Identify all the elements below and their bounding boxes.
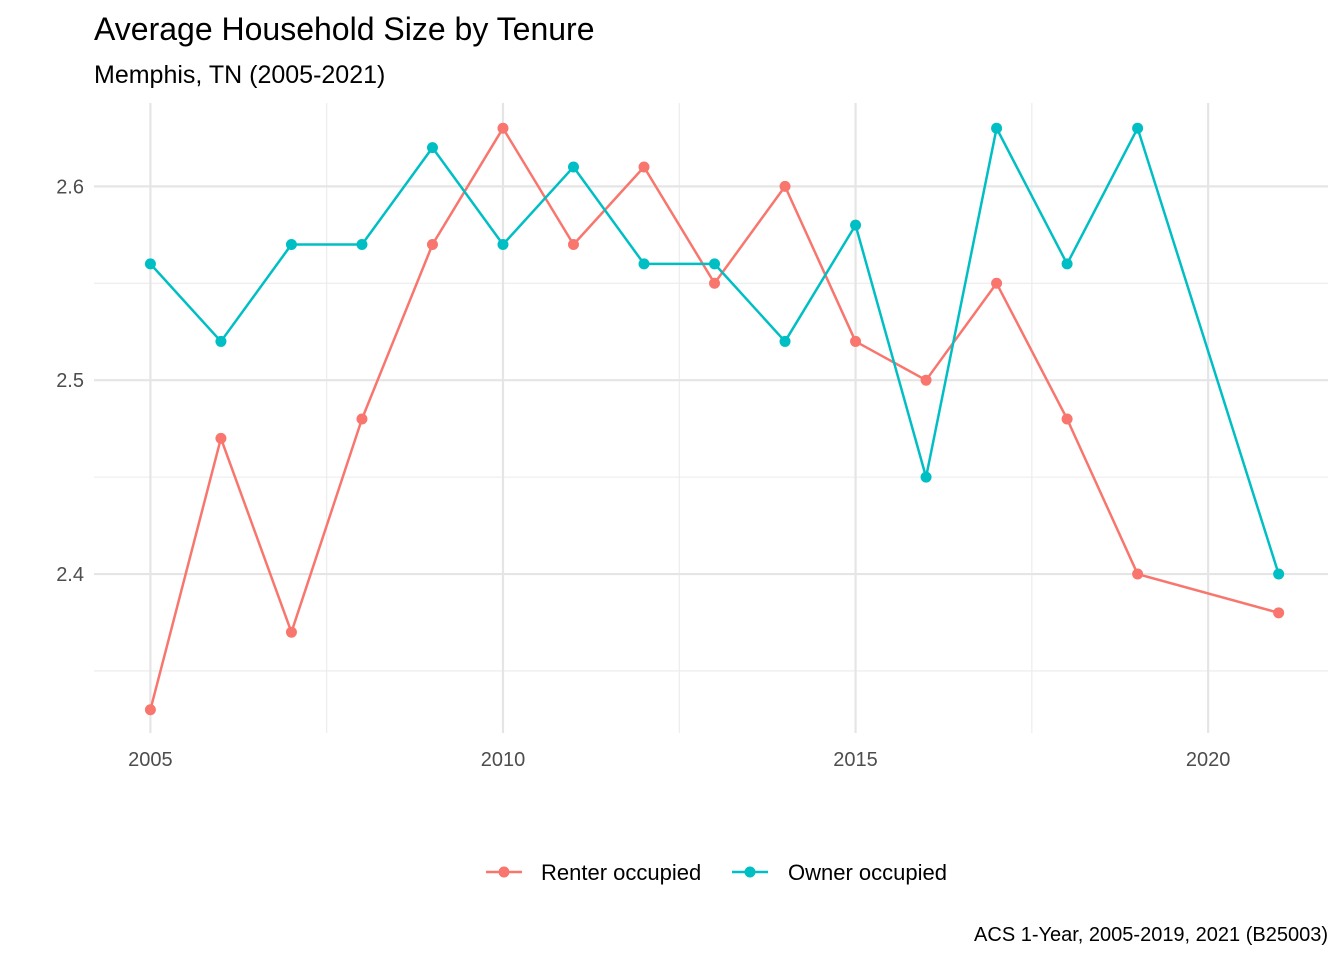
series-lines — [144, 122, 1285, 716]
legend-label-renter: Renter occupied — [541, 860, 701, 885]
data-point-owner — [850, 219, 862, 231]
data-point-owner — [1132, 122, 1144, 134]
data-point-owner — [920, 471, 932, 483]
data-point-owner — [356, 239, 368, 251]
data-point-renter — [285, 626, 297, 638]
data-point-owner — [567, 161, 579, 173]
data-point-owner — [426, 142, 438, 154]
y-tick-label: 2.5 — [56, 370, 84, 392]
x-tick-label: 2020 — [1186, 749, 1231, 771]
data-point-renter — [426, 239, 438, 251]
data-point-renter — [144, 704, 156, 716]
data-point-renter — [850, 335, 862, 347]
data-point-owner — [285, 239, 297, 251]
data-point-renter — [215, 432, 227, 444]
series-renter — [144, 122, 1285, 716]
data-point-renter — [638, 161, 650, 173]
x-tick-label: 2010 — [481, 749, 526, 771]
legend: Renter occupied Owner occupied — [486, 860, 947, 885]
chart-title: Average Household Size by Tenure — [94, 11, 594, 47]
data-point-owner — [497, 239, 509, 251]
data-point-owner — [1273, 568, 1285, 580]
legend-key-point-renter — [498, 866, 510, 878]
data-point-renter — [709, 277, 721, 289]
legend-label-owner: Owner occupied — [788, 860, 947, 885]
series-line-renter — [149, 126, 1279, 711]
series-owner — [144, 122, 1285, 580]
data-point-owner — [779, 335, 791, 347]
data-point-renter — [567, 239, 579, 251]
data-point-renter — [1132, 568, 1144, 580]
data-point-renter — [779, 180, 791, 192]
data-point-renter — [920, 374, 932, 386]
data-point-owner — [215, 335, 227, 347]
data-point-owner — [144, 258, 156, 270]
x-tick-label: 2015 — [833, 749, 878, 771]
legend-item-owner: Owner occupied — [732, 860, 947, 885]
data-point-renter — [497, 122, 509, 134]
data-point-owner — [638, 258, 650, 270]
x-tick-label: 2005 — [128, 749, 173, 771]
data-point-renter — [1273, 607, 1285, 619]
data-point-owner — [991, 122, 1003, 134]
data-point-renter — [356, 413, 368, 425]
data-point-renter — [1061, 413, 1073, 425]
chart-subtitle: Memphis, TN (2005-2021) — [94, 61, 385, 89]
axis-tick-labels: 2005 2010 2015 2020 2.4 2.5 2.6 — [56, 176, 1230, 771]
legend-key-point-owner — [744, 866, 756, 878]
legend-item-renter: Renter occupied — [486, 860, 701, 885]
grid-lines — [94, 103, 1328, 733]
y-tick-label: 2.4 — [56, 564, 84, 586]
data-point-owner — [1061, 258, 1073, 270]
y-tick-label: 2.6 — [56, 176, 84, 198]
data-point-renter — [991, 277, 1003, 289]
data-point-owner — [709, 258, 721, 270]
series-line-owner — [149, 126, 1280, 575]
chart-caption: ACS 1-Year, 2005-2019, 2021 (B25003) — [974, 924, 1328, 946]
